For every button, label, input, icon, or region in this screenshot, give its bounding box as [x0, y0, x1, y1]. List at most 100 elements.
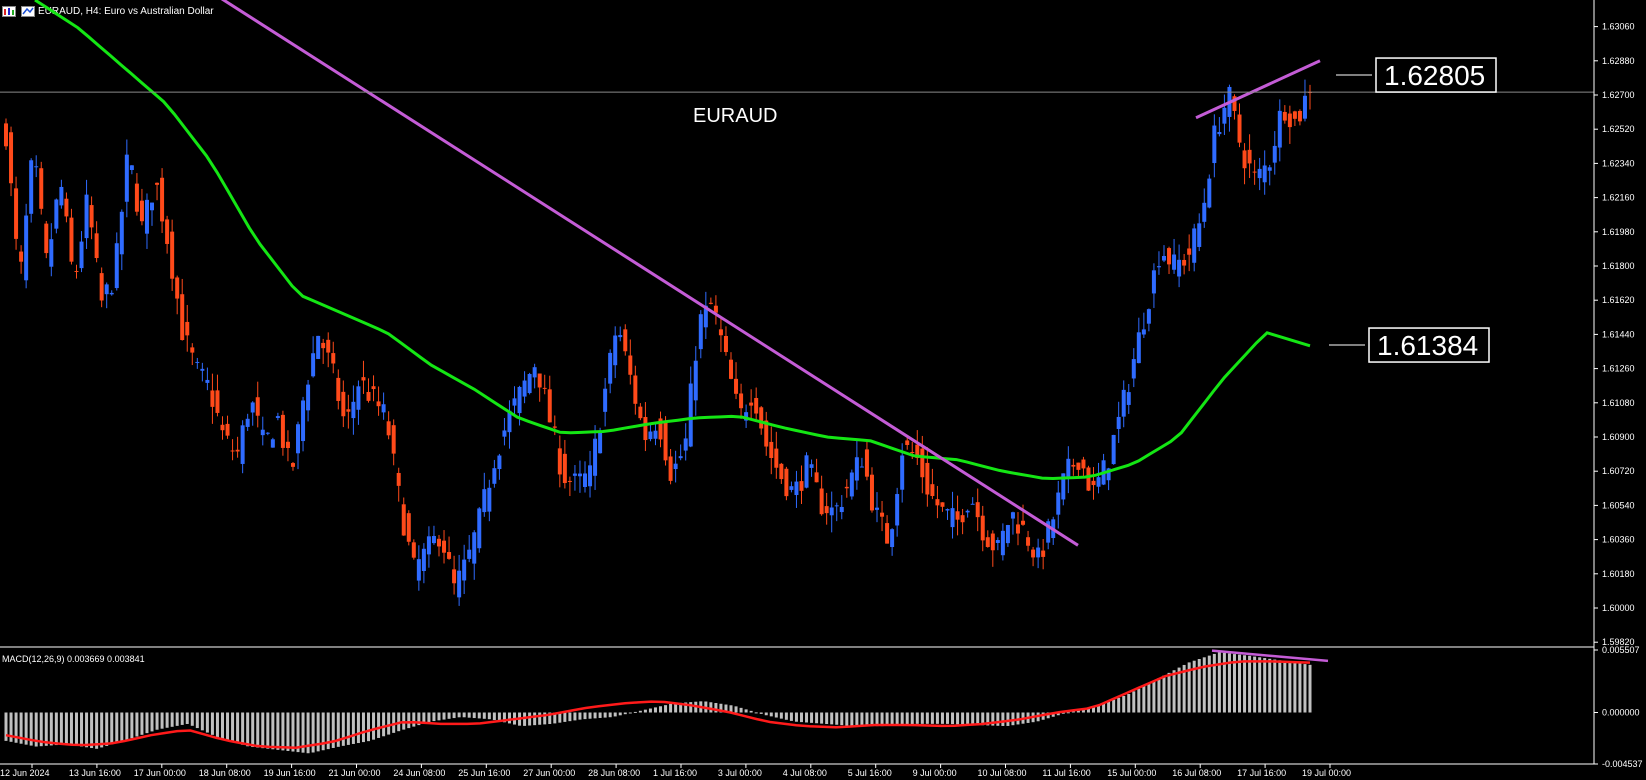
- macd-histogram-bar: [1192, 660, 1196, 713]
- macd-histogram-bar: [533, 712, 537, 726]
- price-tick-label: 1.62160: [1602, 193, 1635, 203]
- candle-body: [351, 401, 356, 419]
- macd-histogram-bar: [915, 712, 919, 724]
- time-tick-label: 3 Jul 00:00: [718, 768, 762, 778]
- candle-body: [834, 505, 839, 507]
- macd-histogram-bar: [1001, 712, 1005, 726]
- candle-body: [421, 548, 426, 571]
- candle-body: [794, 481, 799, 496]
- macd-histogram-bar: [100, 712, 104, 748]
- macd-histogram-bar: [487, 712, 491, 720]
- macd-histogram-bar: [377, 712, 381, 738]
- macd-histogram-bar: [951, 712, 955, 725]
- macd-histogram-bar: [910, 712, 914, 725]
- candle-body: [633, 375, 638, 404]
- price-tick-label: 1.62520: [1602, 124, 1635, 134]
- symbol-annotation: EURAUD: [693, 105, 777, 127]
- candle-body: [4, 123, 8, 147]
- price-tick-label: 1.59820: [1602, 637, 1635, 647]
- candle-body: [970, 503, 975, 505]
- candle-body: [557, 448, 562, 475]
- candle-body: [854, 457, 859, 481]
- candle-body: [1010, 512, 1015, 519]
- candle-body: [598, 431, 603, 454]
- candle-body: [975, 502, 980, 518]
- macd-histogram-bar: [392, 712, 396, 733]
- macd-histogram-bar: [684, 702, 688, 713]
- macd-histogram-bar: [1238, 654, 1242, 713]
- macd-histogram-bar: [1076, 710, 1080, 713]
- candle-body: [215, 390, 220, 413]
- macd-histogram-bar: [165, 712, 169, 728]
- macd-histogram-bar: [1303, 664, 1307, 713]
- candle-body: [572, 473, 577, 476]
- time-tick-label: 4 Jul 08:00: [783, 768, 827, 778]
- candle-body: [718, 329, 723, 336]
- candle-body: [698, 314, 703, 350]
- candle-body: [341, 391, 346, 417]
- macd-histogram-bar: [724, 704, 728, 713]
- macd-histogram-bar: [1142, 686, 1146, 713]
- candle-body: [859, 466, 864, 468]
- macd-histogram-bar: [1177, 667, 1181, 713]
- time-tick-label: 24 Jun 08:00: [393, 768, 445, 778]
- candle-body: [844, 486, 849, 489]
- macd-histogram-bar: [1107, 701, 1111, 713]
- macd-histogram-bar: [905, 712, 909, 725]
- candle-body: [1252, 171, 1257, 173]
- candle-body: [875, 507, 880, 510]
- macd-histogram-bar: [266, 712, 270, 749]
- candle-body: [824, 506, 829, 514]
- candle-body: [1015, 524, 1020, 534]
- macd-histogram-bar: [271, 712, 275, 750]
- macd-panel: MACD(12,26,9) 0.003669 0.003841 0.005507 0…: [2, 645, 1643, 769]
- macd-histogram-bar: [220, 712, 224, 739]
- candle-body: [79, 241, 84, 269]
- macd-histogram-bar: [110, 712, 114, 745]
- macd-histogram-bar: [1011, 712, 1015, 726]
- candle-body: [175, 277, 180, 299]
- candle-body: [1111, 434, 1116, 465]
- candle-body: [980, 515, 985, 541]
- macd-histogram-bar: [1293, 662, 1297, 713]
- macd-histogram-bar: [689, 702, 693, 713]
- macd-histogram-bar: [538, 712, 542, 725]
- macd-histogram-bar: [1137, 688, 1141, 713]
- macd-histogram-bar: [497, 712, 501, 722]
- candle-body: [1287, 113, 1292, 128]
- macd-histogram-bar: [34, 712, 38, 747]
- macd-histogram-bar: [754, 712, 758, 714]
- time-tick-label: 11 Jul 16:00: [1042, 768, 1090, 778]
- candle-body: [200, 368, 205, 371]
- candle-body: [225, 423, 230, 436]
- time-tick-label: 15 Jul 00:00: [1107, 768, 1156, 778]
- candle-body: [452, 569, 457, 584]
- candle-body: [885, 523, 890, 544]
- candle-body: [995, 540, 1000, 543]
- candle-body: [1106, 468, 1111, 481]
- candle-body: [693, 360, 698, 401]
- candle-body: [1192, 228, 1197, 263]
- candle-body: [472, 532, 477, 564]
- macd-histogram-bar: [966, 712, 970, 725]
- candle-body: [104, 284, 109, 295]
- candle-body: [311, 353, 316, 377]
- candle-body: [170, 231, 175, 279]
- candle-body: [502, 430, 507, 437]
- candle-body: [1247, 149, 1252, 164]
- candle-body: [497, 455, 502, 470]
- macd-histogram-bar: [1102, 703, 1106, 713]
- time-tick-label: 25 Jun 16:00: [458, 768, 510, 778]
- candle-body: [275, 416, 280, 418]
- macd-histogram-bar: [669, 704, 673, 713]
- macd-histogram-bar: [351, 712, 355, 744]
- candle-body: [346, 409, 351, 412]
- macd-tick-label: -0.004537: [1602, 759, 1643, 769]
- candle-body: [527, 374, 532, 394]
- macd-histogram-bar: [1132, 691, 1136, 713]
- macd-histogram-bar: [361, 712, 365, 743]
- macd-histogram-bar: [613, 712, 617, 717]
- candle-body: [1242, 150, 1247, 169]
- macd-histogram-bar: [608, 712, 612, 718]
